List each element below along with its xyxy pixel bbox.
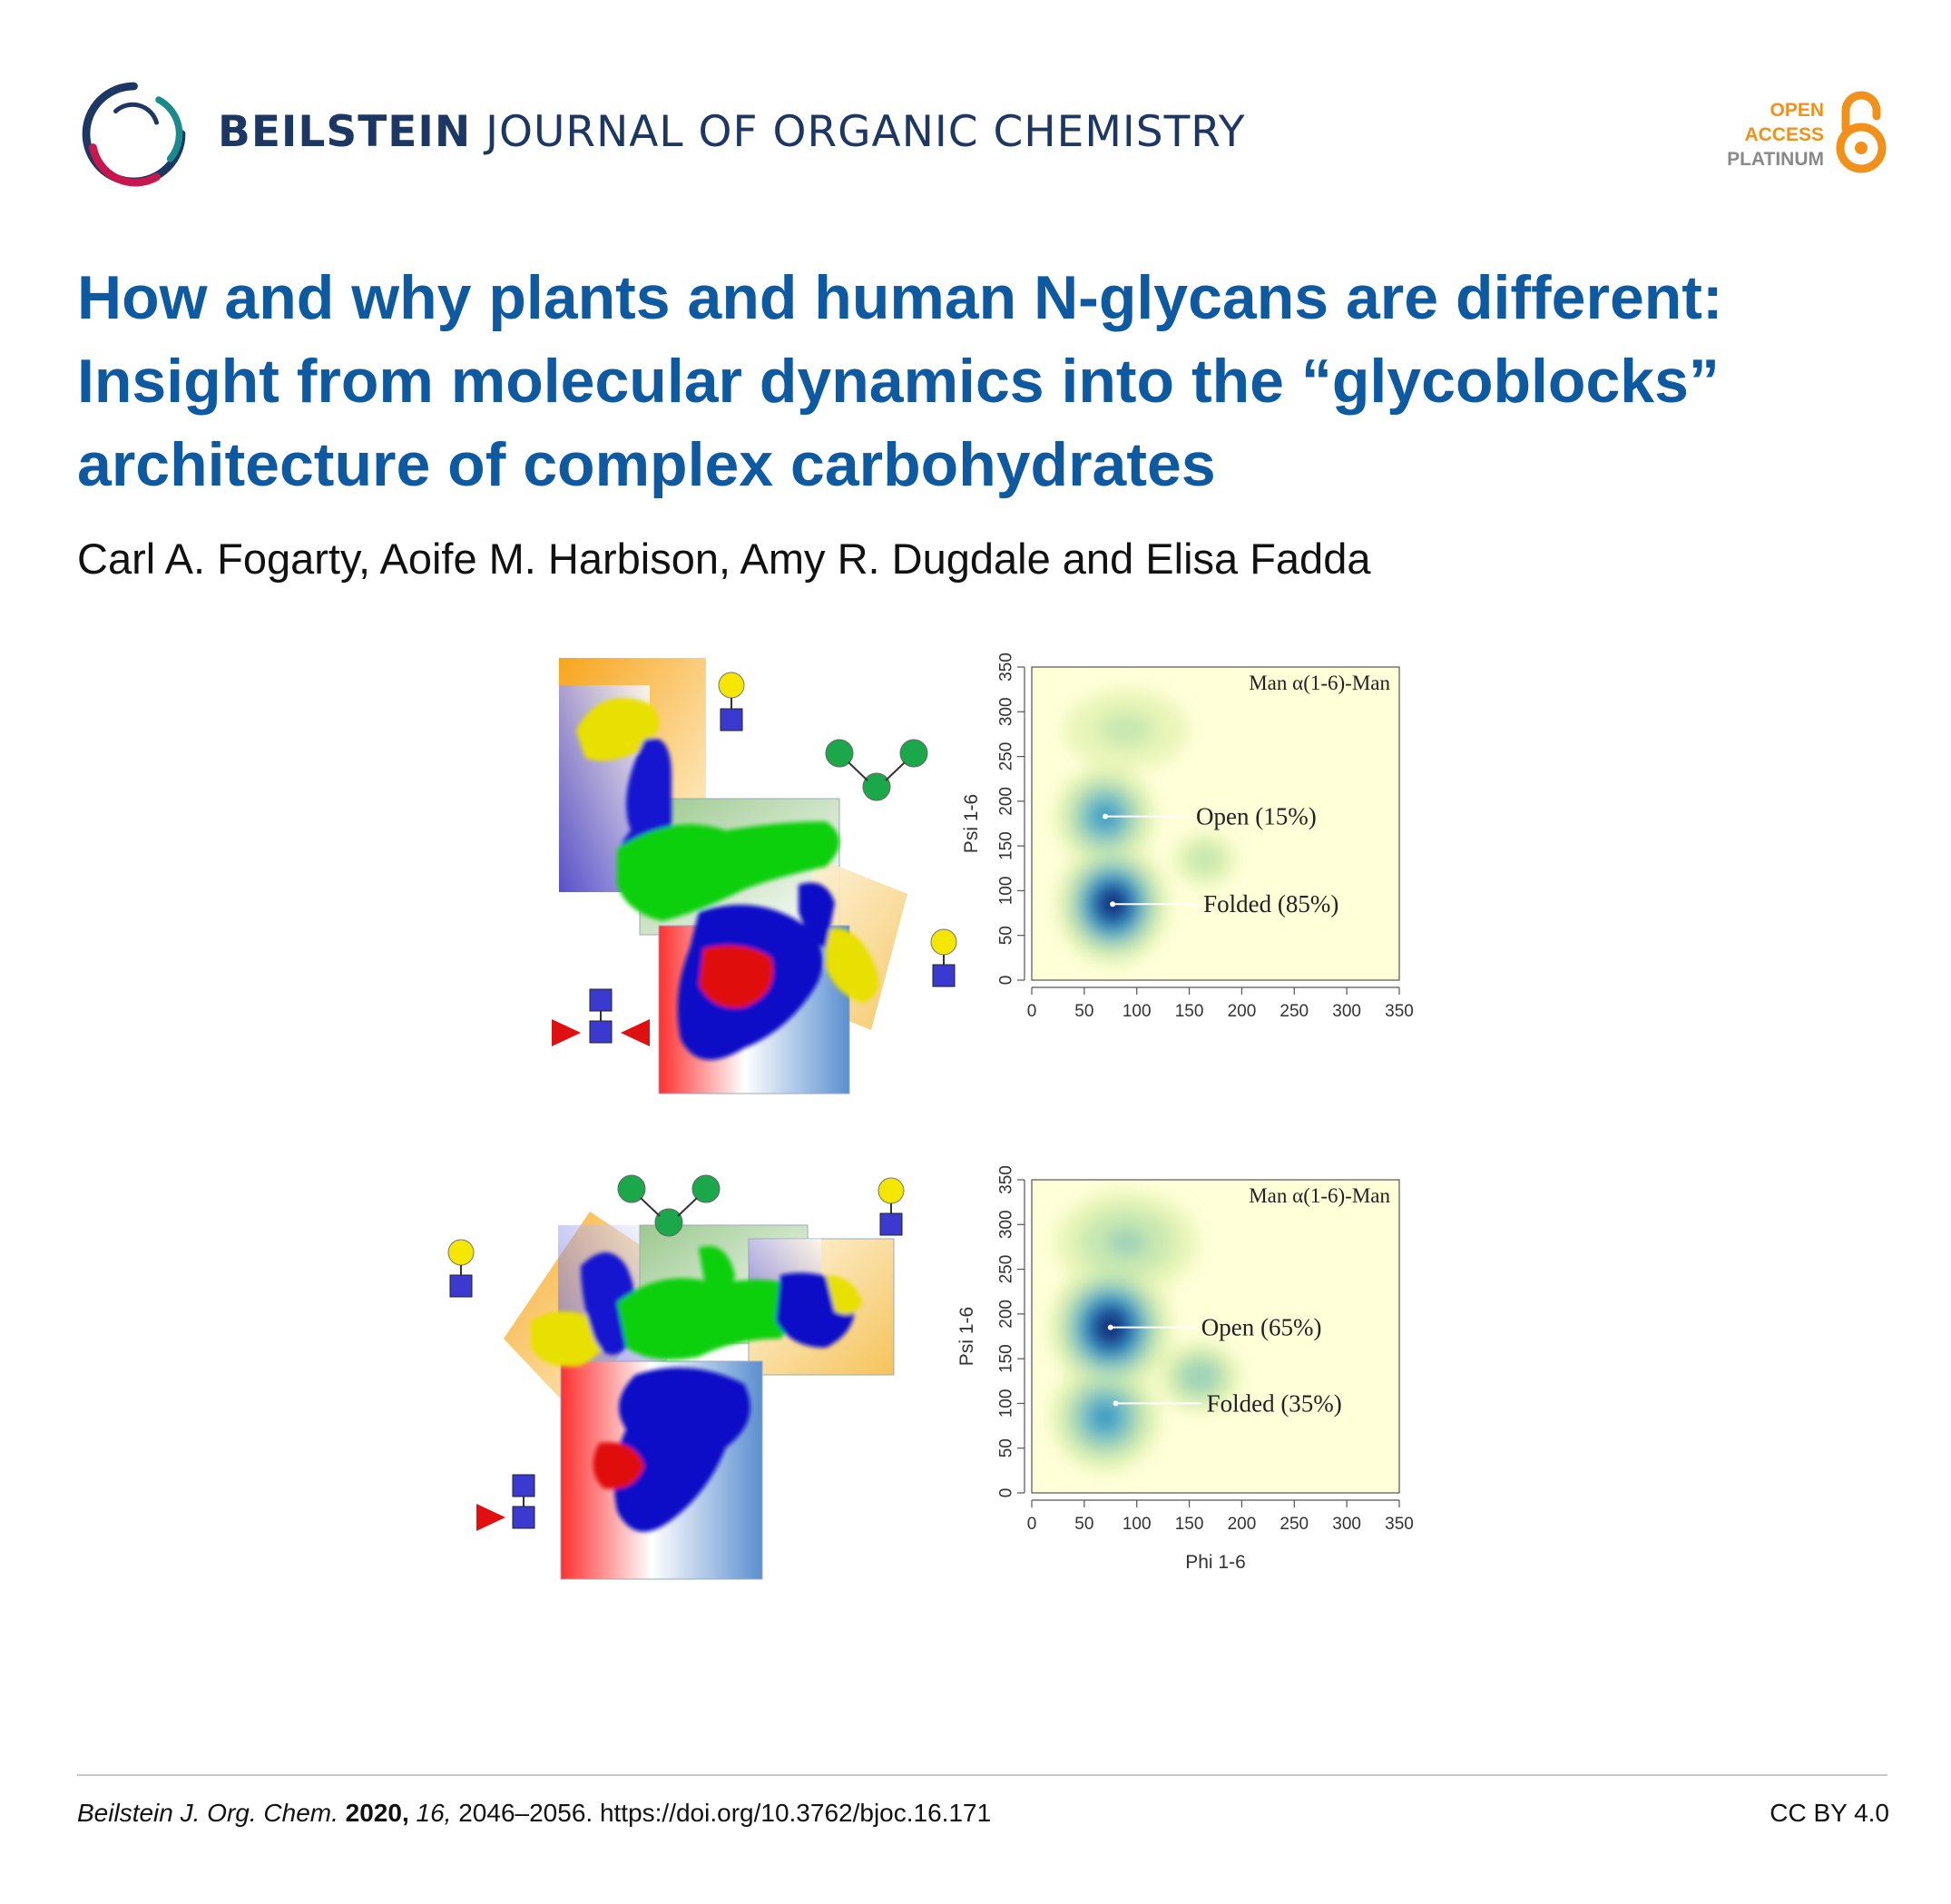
title-line-1: How and why plants and human N-glycans a… <box>77 263 1723 332</box>
y-tick-label: 100 <box>997 877 1016 906</box>
journal-name: BEILSTEIN JOURNAL OF ORGANIC CHEMISTRY <box>218 107 1246 157</box>
x-tick-label: 200 <box>1228 1515 1257 1534</box>
license: CC BY 4.0 <box>1770 1799 1889 1827</box>
x-tick-label: 0 <box>1027 1002 1037 1021</box>
y-tick-label: 350 <box>997 1165 1016 1194</box>
plot-border <box>1031 666 1400 981</box>
annotation-label: Folded (35%) <box>1207 1389 1342 1417</box>
x-tick-label: 200 <box>1228 1002 1257 1021</box>
x-tick-label: 300 <box>1332 1002 1361 1021</box>
y-tick-label: 50 <box>997 926 1016 945</box>
y-tick-label: 300 <box>997 697 1016 726</box>
title-line-3: architecture of complex carbohydrates <box>77 430 1216 499</box>
graphical-abstract-figure: 0 50 100 150 200 250 300 350 0 50 100 150 200 250 300 3… <box>447 653 1414 1580</box>
y-tick-label: 150 <box>997 1344 1016 1373</box>
density-contour <box>1185 842 1224 876</box>
x-tick-label: 300 <box>1332 1515 1361 1534</box>
annotation-label: Open (15%) <box>1196 803 1317 830</box>
y-tick-label: 150 <box>997 831 1016 860</box>
molecule-top-illustration <box>552 658 957 1094</box>
density-layer <box>1048 1191 1241 1472</box>
x-tick-label: 150 <box>1175 1515 1204 1534</box>
article-title: How and why plants and human N-glycans a… <box>77 256 1874 506</box>
x-tick-label: 50 <box>1074 1002 1093 1021</box>
y-tick-label: 100 <box>997 1389 1016 1418</box>
open-access-badge-text: OPEN ACCESS PLATINUM <box>1727 100 1824 170</box>
y-tick-label: 50 <box>997 1438 1016 1457</box>
x-tick-label: 250 <box>1279 1002 1309 1021</box>
x-tick-label: 350 <box>1385 1515 1414 1534</box>
x-tick-label: 150 <box>1175 1002 1204 1021</box>
y-tick-label: 250 <box>997 742 1016 771</box>
ramachandran-plot-bottom: 0 50 100 150 200 250 300 350 0 50 100 150 200 250 300 3… <box>956 1165 1414 1573</box>
y-axis-label: Psi 1-6 <box>956 1307 977 1366</box>
y-tick-label: 350 <box>997 653 1016 682</box>
annotation-label: Folded (85%) <box>1203 890 1338 918</box>
open-access-lock-icon <box>1836 91 1887 173</box>
y-tick-label: 300 <box>997 1210 1016 1239</box>
citation: Beilstein J. Org. Chem. 2020, 16, 2046–2… <box>77 1799 992 1827</box>
density-contour <box>1093 1406 1117 1428</box>
x-axis-label: Phi 1-6 <box>1185 1552 1246 1573</box>
author-list: Carl A. Fogarty, Aoife M. Harbison, Amy … <box>77 535 1371 583</box>
x-tick-label: 350 <box>1385 1002 1414 1021</box>
x-tick-label: 250 <box>1279 1515 1309 1534</box>
x-tick-label: 100 <box>1123 1515 1152 1534</box>
x-tick-label: 0 <box>1027 1515 1037 1534</box>
panel-title: Man α(1-6)-Man <box>1249 1184 1390 1207</box>
annotation-label: Open (65%) <box>1201 1314 1322 1341</box>
y-tick-label: 200 <box>997 1300 1016 1329</box>
y-tick-label: 0 <box>997 976 1016 986</box>
x-tick-label: 100 <box>1123 1002 1152 1021</box>
x-tick-label: 50 <box>1074 1515 1093 1534</box>
y-tick-label: 0 <box>997 1488 1016 1498</box>
title-line-2: Insight from molecular dynamics into the… <box>77 347 1720 416</box>
annotation-point <box>1107 1324 1113 1330</box>
density-contour <box>1105 1228 1147 1257</box>
density-contour <box>1179 1359 1221 1394</box>
beilstein-logo-icon <box>82 82 186 187</box>
y-tick-label: 200 <box>997 787 1016 816</box>
density-contour <box>1098 712 1155 748</box>
y-tick-label: 250 <box>997 1255 1016 1284</box>
footer-divider <box>77 1774 1887 1776</box>
density-layer <box>1054 690 1237 966</box>
y-axis-label: Psi 1-6 <box>961 794 982 853</box>
ramachandran-plot-top: 0 50 100 150 200 250 300 350 0 50 100 150 200 250 300 3… <box>961 653 1414 1021</box>
plot-border <box>1031 1179 1400 1494</box>
molecule-bottom-illustration <box>447 1174 905 1580</box>
panel-title: Man α(1-6)-Man <box>1249 672 1390 694</box>
